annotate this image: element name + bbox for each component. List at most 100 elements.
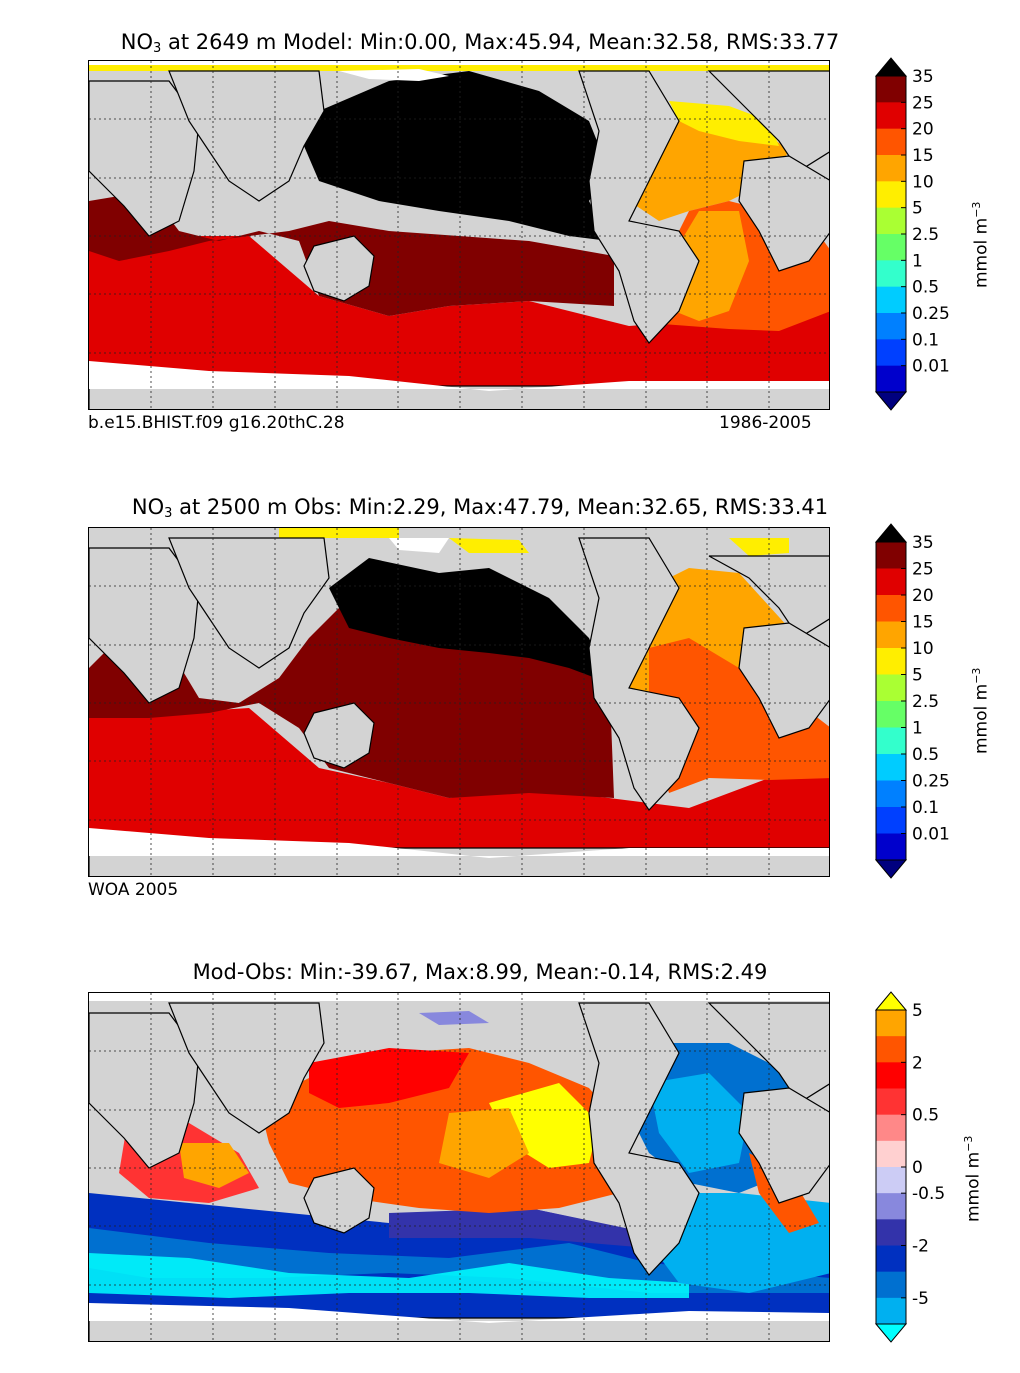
colorbar-band [876, 1114, 906, 1142]
colorbar-unit: mmol m−3 [962, 1135, 984, 1222]
colorbar: 0.01 0.1 0.25 0.5 1 2.5 5 10 15 20 25 35 [874, 57, 950, 411]
colorbar-extend-min [874, 391, 908, 411]
colorbar-tick-label: 2 [912, 1053, 923, 1073]
colorbar-tick-label: 1 [912, 251, 923, 271]
map-grid [89, 993, 829, 1341]
colorbar-band [876, 313, 906, 340]
africa-east-land [738, 155, 829, 272]
colorbar-band [876, 621, 906, 649]
colorbar-band [876, 260, 906, 288]
antarctica-land [89, 385, 829, 409]
colorbar-band [876, 568, 906, 596]
colorbar-tick-label: 15 [912, 146, 934, 166]
colorbar-tick-label: 0.01 [912, 825, 950, 845]
missing-data-patch [89, 993, 829, 1001]
colorbar-tick-label: -2 [912, 1237, 929, 1257]
colorbar-extend-max [874, 523, 908, 543]
asia-land [168, 537, 330, 669]
colorbar-tick-label: 35 [912, 67, 934, 87]
map-difference [88, 992, 830, 1342]
colorbar-band [876, 1167, 906, 1194]
experiment-caption: b.e15.BHIST.f09 g16.20thC.28 [88, 413, 345, 433]
missing-data-patch [89, 828, 829, 858]
colorbar-band [876, 595, 906, 622]
colorbar-tick-label: 0.1 [912, 798, 939, 818]
arctic-yellow [729, 538, 789, 556]
colorbar-band [876, 1062, 906, 1089]
arctic-yellow [449, 538, 529, 553]
map-svg [89, 993, 829, 1341]
colorbar-tick-label: 1 [912, 719, 923, 739]
colorbar-band [876, 542, 906, 569]
colorbar-tick-label: -5 [912, 1289, 929, 1309]
americas-land [578, 537, 700, 811]
colorbar-tick-label: 10 [912, 172, 934, 192]
southern-ocean-field [89, 708, 829, 848]
colorbar-tick-label: 0.5 [912, 745, 939, 765]
diff-band-cyan [89, 1253, 689, 1298]
antarctica-land [89, 1317, 829, 1341]
missing-data-patch [389, 538, 449, 553]
colorbar-unit: mmol m−3 [970, 201, 992, 288]
arctic-strip [89, 61, 829, 71]
missing-data-patch [339, 69, 449, 81]
colorbar-tick-label: 5 [912, 666, 923, 686]
colorbar-band [876, 234, 906, 261]
diff-indian-amber [179, 1143, 249, 1188]
missing-data-patch [89, 361, 829, 391]
colorbar-tick-label: 0.5 [912, 1106, 939, 1126]
australia-land [303, 1167, 375, 1234]
colorbar-extend-min [874, 859, 908, 879]
colorbar-band [876, 780, 906, 808]
africa-east-land [738, 1087, 829, 1204]
colorbar-svg: -5 -2 -0.5 0 0.5 2 5 [874, 991, 945, 1343]
colorbar-tick-label: 0.5 [912, 278, 939, 298]
period-caption: 1986-2005 [719, 413, 812, 433]
colorbar: 0.01 0.1 0.25 0.5 1 2.5 5 10 15 20 25 35 [874, 523, 950, 879]
diff-arctic-lilac [419, 1011, 489, 1025]
asia-land [168, 70, 325, 202]
colorbar-tick-label: 20 [912, 586, 934, 606]
asia-land [168, 1002, 325, 1134]
colorbar-band [876, 155, 906, 182]
colorbar-tick-label: 35 [912, 533, 934, 553]
colorbar-tick-label: 10 [912, 639, 934, 659]
colorbar-tick-label: 5 [912, 199, 923, 219]
colorbar-band [876, 102, 906, 130]
colorbar-unit: mmol m−3 [970, 667, 992, 754]
chart-title: Mod-Obs: Min:-39.67, Max:8.99, Mean:-0.1… [192, 960, 768, 984]
colorbar-band [876, 286, 906, 314]
colorbar-tick-label: 25 [912, 560, 934, 580]
north-pacific-black [329, 558, 609, 683]
colorbar-band [876, 365, 906, 393]
map-svg [89, 528, 829, 876]
chart-title: NO3 at 2649 m Model: Min:0.00, Max:45.94… [120, 30, 840, 56]
colorbar-tick-label: 0 [912, 1158, 923, 1178]
colorbar-band [876, 1010, 906, 1037]
colorbar-svg: 0.01 0.1 0.25 0.5 1 2.5 5 10 15 20 25 35 [874, 57, 950, 411]
colorbar-extend-max [874, 57, 908, 77]
colorbar-band [876, 674, 906, 702]
arctic-yellow [669, 101, 779, 146]
colorbar-band [876, 648, 906, 675]
colorbar-band [876, 727, 906, 755]
colorbar-band [876, 833, 906, 861]
diff-pacific-amber [439, 1108, 529, 1178]
map-grid [89, 528, 829, 876]
colorbar-tick-label: 2.5 [912, 692, 939, 712]
colorbar-band [876, 181, 906, 209]
colorbar-tick-label: 25 [912, 93, 934, 113]
colorbar-band [876, 701, 906, 728]
colorbar-tick-label: 0.01 [912, 357, 950, 377]
chart-title: NO3 at 2500 m Obs: Min:2.29, Max:47.79, … [131, 495, 829, 521]
colorbar-tick-label: 15 [912, 613, 934, 633]
colorbar-band [876, 1036, 906, 1063]
colorbar-tick-label: -0.5 [912, 1184, 945, 1204]
africa-east-land [738, 622, 829, 739]
atlantic-south [649, 638, 829, 793]
atlantic-tongue [669, 211, 749, 321]
colorbar-extend-min [874, 1323, 908, 1343]
map-svg [89, 61, 829, 409]
colorbar-band [876, 807, 906, 834]
colorbar-band [876, 754, 906, 781]
